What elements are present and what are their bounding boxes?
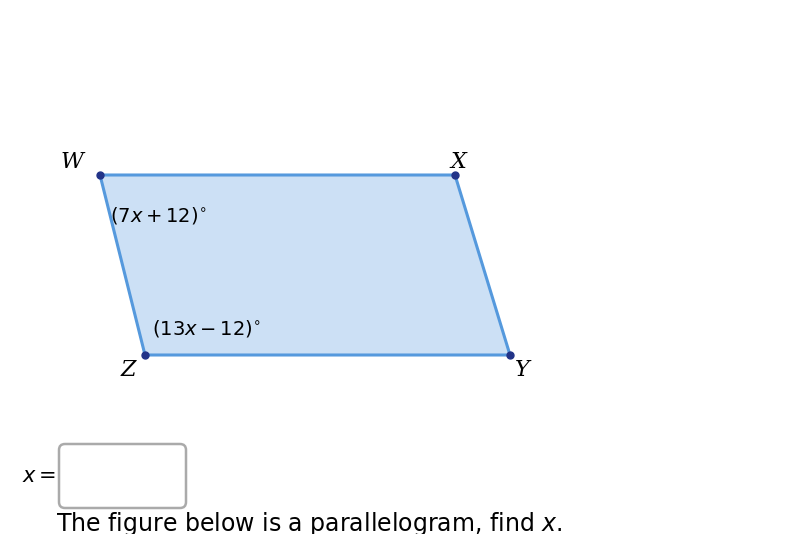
Polygon shape — [100, 175, 510, 355]
Text: Y: Y — [515, 359, 529, 381]
Text: $(13x - 12)^{\circ}$: $(13x - 12)^{\circ}$ — [152, 318, 261, 339]
Text: The figure below is a parallelogram, find $x$.: The figure below is a parallelogram, fin… — [56, 510, 562, 534]
Text: $x=$: $x=$ — [22, 467, 57, 485]
Text: $(7x + 12)^{\circ}$: $(7x + 12)^{\circ}$ — [110, 205, 206, 226]
Text: W: W — [60, 151, 84, 173]
Text: Z: Z — [120, 359, 136, 381]
Text: X: X — [450, 151, 466, 173]
FancyBboxPatch shape — [59, 444, 186, 508]
